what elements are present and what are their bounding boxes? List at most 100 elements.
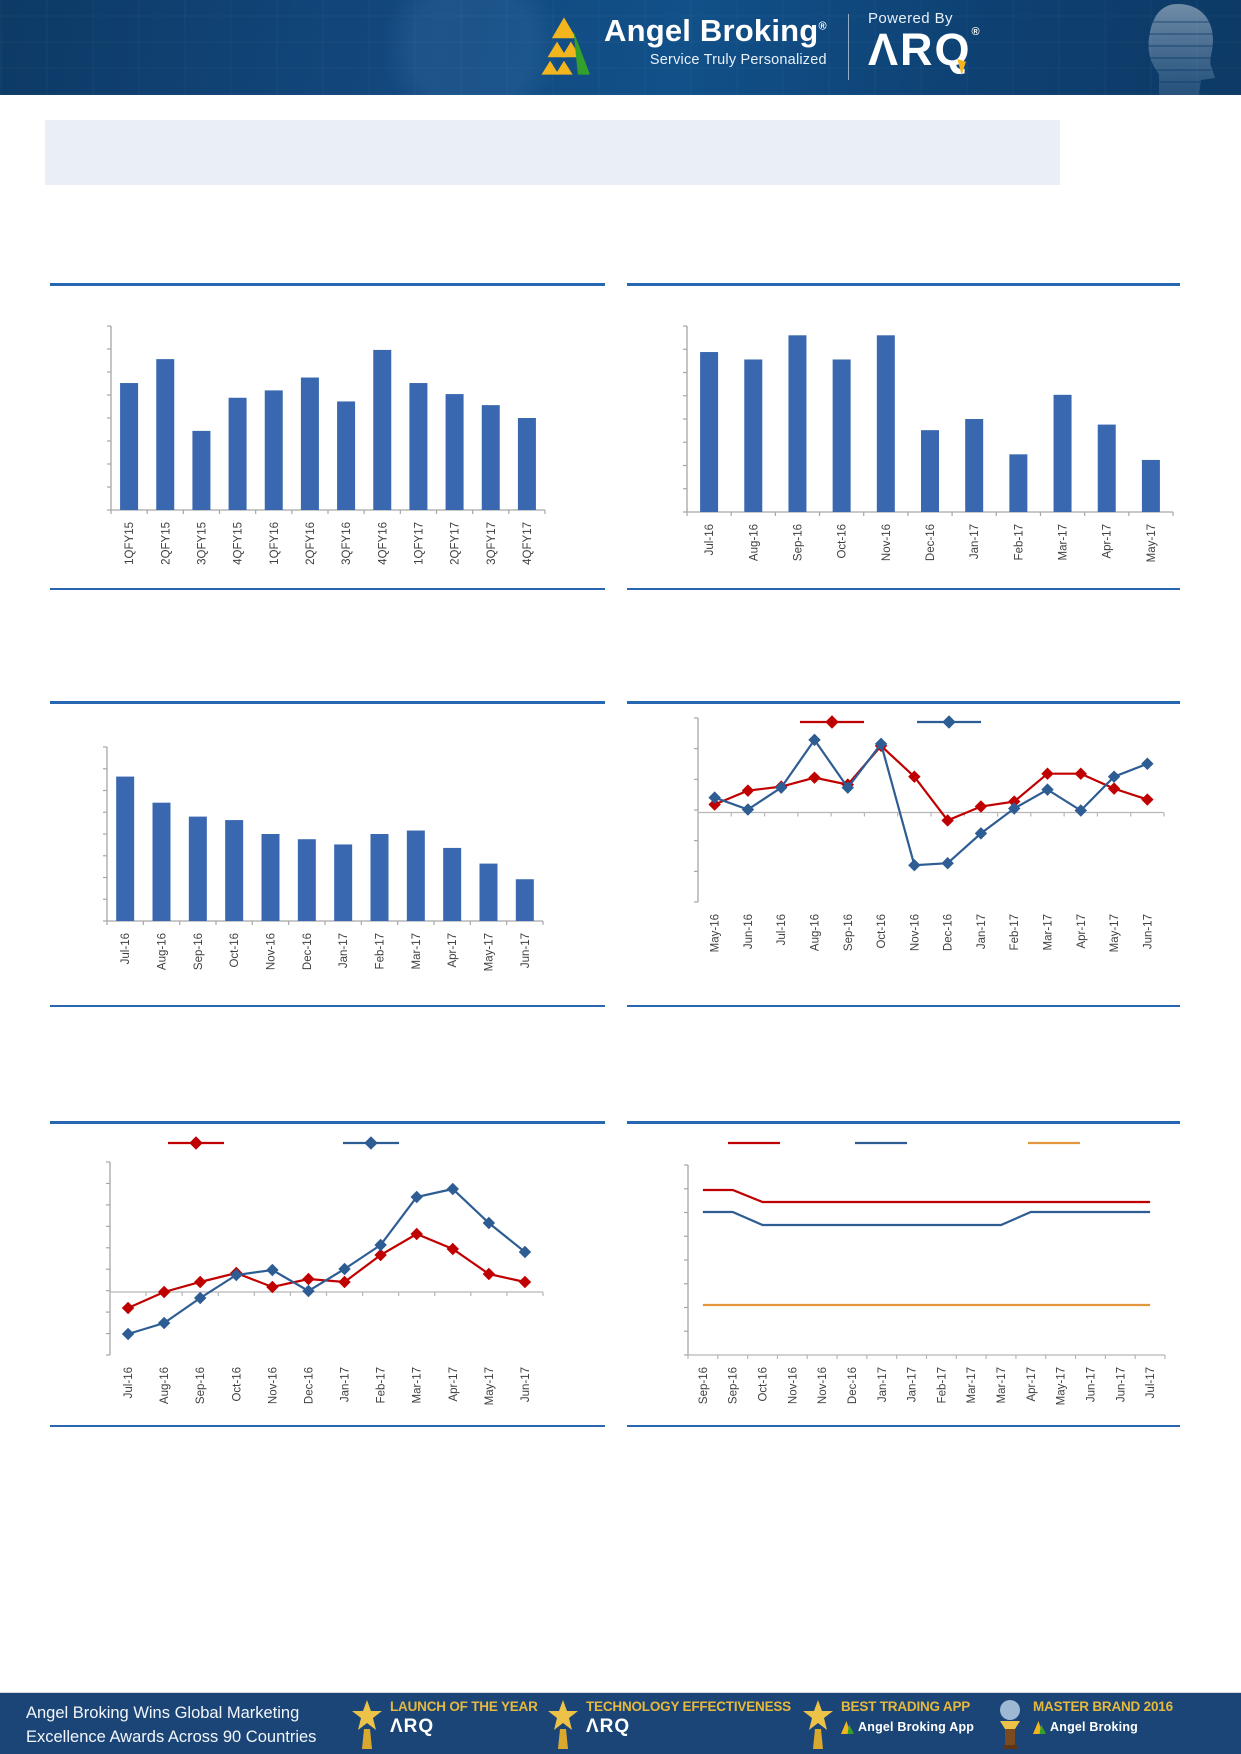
bar	[409, 383, 428, 510]
svg-text:Oct-16: Oct-16	[231, 1367, 243, 1402]
chart-legend	[168, 1136, 399, 1150]
section-title-rule	[50, 701, 605, 704]
bar	[921, 430, 939, 512]
svg-text:Oct-16: Oct-16	[758, 1367, 770, 1402]
brand-registered-mark: ®	[818, 20, 827, 33]
bar	[337, 401, 356, 510]
angel-broking-mini-logo-icon	[841, 1720, 854, 1734]
bar	[876, 335, 895, 512]
chart-line3: Sep-16 Sep-16 Oct-16 Nov-16 Nov-16 Dec-16 Jan-…	[684, 1141, 1166, 1405]
svg-text:Apr-17: Apr-17	[1102, 524, 1114, 559]
svg-text:May-17: May-17	[484, 933, 496, 971]
powered-by-label: Powered By	[868, 10, 953, 27]
section-bottom-rule	[627, 1425, 1180, 1427]
section-bottom-rule	[50, 1425, 605, 1427]
svg-text:3QFY17: 3QFY17	[486, 522, 498, 565]
bar	[264, 390, 283, 510]
award-subtitle: Angel Broking	[1033, 1720, 1173, 1734]
svg-text:Apr-17: Apr-17	[448, 1367, 460, 1402]
svg-text:Aug-16: Aug-16	[748, 524, 760, 561]
chart-legend	[800, 715, 981, 729]
svg-text:Mar-17: Mar-17	[411, 933, 423, 969]
bar	[744, 359, 763, 512]
svg-text:1QFY17: 1QFY17	[413, 522, 425, 565]
bar	[334, 844, 353, 921]
svg-text:May-17: May-17	[1146, 524, 1158, 562]
svg-text:2QFY16: 2QFY16	[305, 522, 317, 565]
svg-text:Jan-17: Jan-17	[907, 1367, 919, 1402]
section-title-rule	[627, 701, 1180, 704]
arq-logo-text: ΛRQ®	[868, 24, 982, 76]
section-bottom-rule	[627, 588, 1180, 590]
section-bottom-rule	[50, 1005, 605, 1007]
svg-text:Jun-17: Jun-17	[1115, 1367, 1127, 1402]
svg-text:Oct-16: Oct-16	[876, 914, 888, 949]
bars	[700, 335, 1160, 512]
svg-text:Feb-17: Feb-17	[936, 1367, 948, 1403]
series-line	[127, 1187, 526, 1336]
svg-text:Jan-17: Jan-17	[338, 933, 350, 968]
chart-q_bar: 1QFY15 2QFY15 3QFY15 4QFY15 1QFY16 2QFY16 3QFY…	[107, 325, 546, 565]
award-star-trophy-icon	[803, 1700, 833, 1749]
chart-line2: Jul-16 Aug-16 Sep-16 Oct-16 Nov-16 Dec-16 Jan-…	[106, 1136, 544, 1405]
svg-text:May-17: May-17	[484, 1367, 496, 1405]
series-line	[714, 744, 1148, 822]
header-divider	[848, 14, 849, 80]
digital-head-graphic	[1123, 0, 1233, 95]
svg-text:Sep-16: Sep-16	[728, 1367, 740, 1404]
page-header: Angel Broking® Service Truly Personalize…	[0, 0, 1241, 95]
svg-text:Sep-16: Sep-16	[792, 524, 804, 561]
svg-text:Feb-17: Feb-17	[1013, 524, 1025, 560]
award-technology-effectiveness: TECHNOLOGY EFFECTIVENESS ΛRQ	[548, 1699, 791, 1749]
section-bottom-rule	[50, 588, 605, 590]
angel-broking-mini-logo-icon	[1033, 1720, 1046, 1734]
svg-text:Mar-17: Mar-17	[1043, 914, 1055, 950]
award-star-trophy-icon	[352, 1700, 382, 1749]
svg-text:3QFY16: 3QFY16	[341, 522, 353, 565]
svg-text:May-16: May-16	[710, 914, 722, 952]
svg-text:Jun-17: Jun-17	[520, 933, 532, 968]
svg-text:4QFY15: 4QFY15	[233, 522, 245, 565]
bars	[116, 776, 534, 921]
chart-m_bar1: Jul-16 Aug-16 Sep-16 Oct-16 Nov-16 Dec-16 Jan-…	[683, 325, 1174, 562]
svg-text:Jan-17: Jan-17	[976, 914, 988, 949]
chart-line1: May-16 Jun-16 Jul-16 Aug-16 Sep-16 Oct-16 Nov-…	[694, 715, 1165, 952]
footer-message-line2: Excellence Awards Across 90 Countries	[26, 1727, 317, 1746]
svg-text:4QFY17: 4QFY17	[522, 522, 534, 565]
series-line	[714, 737, 1148, 867]
svg-text:Mar-17: Mar-17	[966, 1367, 978, 1403]
svg-text:Sep-16: Sep-16	[843, 914, 855, 951]
svg-text:Jun-17: Jun-17	[1085, 1367, 1097, 1402]
svg-text:2QFY15: 2QFY15	[160, 522, 172, 565]
arq-block: Powered By ΛRQ®	[868, 10, 982, 76]
svg-text:Aug-16: Aug-16	[159, 1367, 171, 1404]
svg-text:May-17: May-17	[1109, 914, 1121, 952]
award-star-trophy-icon	[548, 1700, 578, 1749]
svg-text:Jul-16: Jul-16	[120, 933, 132, 964]
svg-text:Feb-17: Feb-17	[1009, 914, 1021, 950]
svg-text:Nov-16: Nov-16	[909, 914, 921, 951]
bar	[788, 335, 807, 512]
svg-text:Dec-16: Dec-16	[943, 914, 955, 951]
brand-tagline: Service Truly Personalized	[649, 52, 827, 69]
bar	[116, 776, 135, 921]
section-title-rule	[50, 283, 605, 286]
footer-message: Angel Broking Wins Global Marketing Exce…	[26, 1702, 316, 1750]
section-title-rule	[627, 1121, 1180, 1124]
svg-text:Nov-16: Nov-16	[267, 1367, 279, 1404]
svg-text:4QFY16: 4QFY16	[377, 522, 389, 565]
brand-text: Angel Broking® Service Truly Personalize…	[604, 13, 827, 69]
bar	[406, 830, 425, 921]
svg-text:Mar-17: Mar-17	[1058, 524, 1070, 560]
svg-text:Jul-16: Jul-16	[123, 1367, 135, 1398]
section-title-rule	[627, 283, 1180, 286]
svg-text:Dec-16: Dec-16	[303, 1367, 315, 1404]
bar	[300, 377, 319, 510]
svg-text:Nov-16: Nov-16	[787, 1367, 799, 1404]
svg-text:Jul-16: Jul-16	[776, 914, 788, 945]
series-line	[702, 1210, 1151, 1227]
svg-text:Nov-16: Nov-16	[881, 524, 893, 561]
svg-text:Jan-17: Jan-17	[340, 1367, 352, 1402]
svg-text:Jan-17: Jan-17	[969, 524, 981, 559]
angel-broking-logo-icon	[541, 17, 590, 75]
